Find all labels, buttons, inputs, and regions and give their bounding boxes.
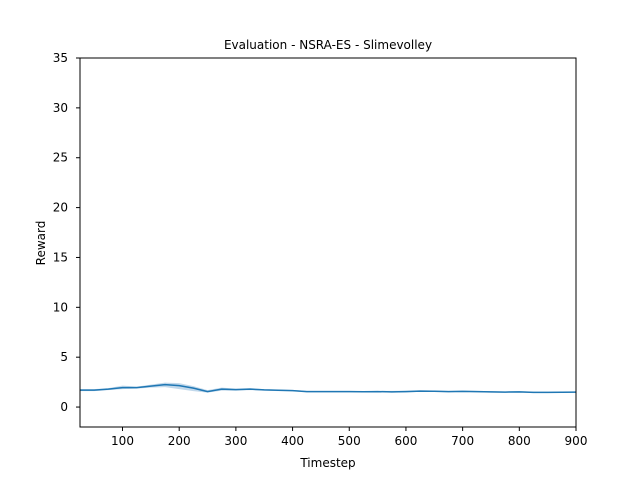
chart-title: Evaluation - NSRA-ES - Slimevolley	[224, 38, 432, 52]
y-tick-label: 0	[60, 400, 68, 414]
y-tick-label: 20	[53, 201, 68, 215]
y-tick-label: 15	[53, 250, 68, 264]
plot-frame	[79, 57, 577, 428]
x-tick-label: 800	[508, 434, 531, 448]
x-tick-label: 100	[111, 434, 134, 448]
y-axis-label: Reward	[34, 221, 48, 266]
series-0-line	[80, 383, 577, 394]
x-tick-label: 200	[168, 434, 191, 448]
y-tick-label: 25	[53, 151, 68, 165]
y-tick-label: 30	[53, 101, 68, 115]
x-tick-label: 900	[565, 434, 588, 448]
x-tick-label: 700	[451, 434, 474, 448]
y-tick-label: 5	[60, 350, 68, 364]
x-axis: 100 200 300 400 500 600 700 800 900	[111, 427, 587, 448]
x-tick-label: 400	[281, 434, 304, 448]
y-axis: 0 5 10 15 20 25 30 35	[53, 51, 80, 414]
y-tick-label: 35	[53, 51, 68, 65]
y-tick-label: 10	[53, 300, 68, 314]
x-tick-label: 600	[394, 434, 417, 448]
x-tick-label: 500	[338, 434, 361, 448]
x-axis-label: Timestep	[299, 456, 355, 470]
x-tick-label: 300	[224, 434, 247, 448]
